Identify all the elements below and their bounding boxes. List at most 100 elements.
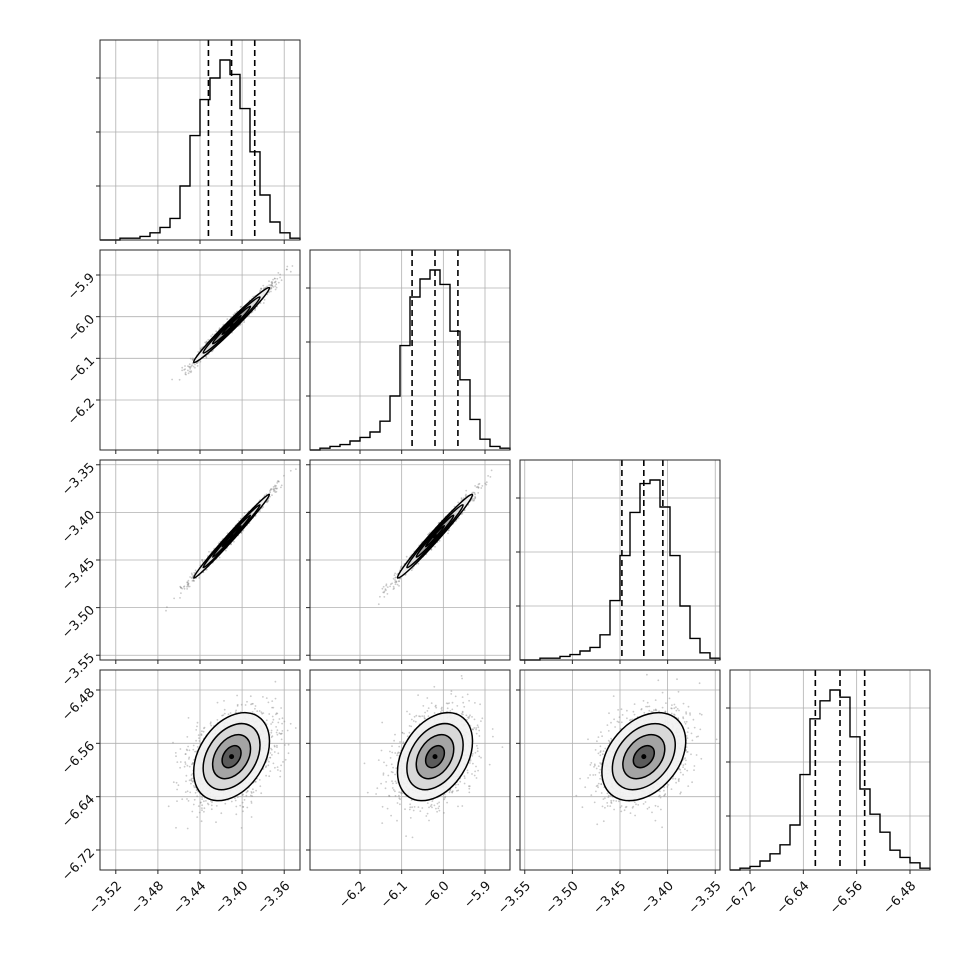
sample-point (193, 580, 195, 582)
sample-point (382, 585, 385, 588)
sample-point (188, 370, 191, 373)
sample-point (291, 265, 294, 267)
sample-point (187, 583, 190, 585)
sample-point (189, 791, 192, 794)
sample-point (210, 335, 213, 337)
sample-point (189, 368, 192, 370)
sample-point (211, 333, 214, 336)
sample-point (475, 486, 478, 489)
sample-point (274, 288, 277, 291)
panel-content (100, 670, 300, 870)
sample-point (187, 582, 190, 584)
histogram-line (310, 269, 511, 451)
sample-point (181, 369, 184, 372)
sample-point (271, 283, 273, 286)
sample-point (185, 748, 188, 751)
sample-point (226, 318, 229, 320)
sample-point (398, 585, 400, 587)
sample-point (190, 577, 193, 579)
sample-point (465, 493, 467, 496)
contour-line (202, 504, 261, 569)
sample-point (273, 489, 276, 492)
sample-point (457, 517, 460, 520)
sample-point (165, 609, 167, 612)
sample-point (187, 584, 190, 587)
sample-point (277, 272, 280, 274)
sample-point (275, 487, 278, 490)
sample-point (194, 363, 196, 366)
sample-point (269, 488, 272, 491)
sample-point (205, 341, 208, 343)
sample-point (485, 481, 488, 484)
sample-point (391, 582, 393, 585)
sample-point (473, 492, 476, 494)
sample-point (262, 506, 265, 508)
sample-point (286, 265, 289, 268)
sample-point (232, 313, 235, 316)
sample-point (193, 571, 196, 574)
sample-point (280, 279, 283, 282)
sample-point (472, 499, 474, 502)
sample-point (277, 281, 280, 284)
sample-point (269, 490, 271, 492)
sample-point (395, 580, 398, 583)
sample-point (457, 501, 460, 504)
sample-point (417, 562, 420, 565)
sample-point (194, 569, 197, 572)
sample-point (487, 475, 489, 477)
sample-point (279, 273, 282, 276)
sample-point (480, 487, 483, 489)
sample-point (275, 490, 278, 493)
sample-point (186, 588, 189, 590)
sample-point (271, 285, 274, 287)
sample-point (184, 373, 187, 375)
hist-panel-1 (96, 39, 301, 244)
sample-point (272, 278, 274, 281)
sample-point (392, 577, 395, 580)
sample-point (392, 588, 395, 590)
sample-point (189, 576, 192, 578)
sample-point (295, 468, 297, 470)
sample-point (400, 565, 403, 567)
sample-point (268, 291, 270, 294)
scatter-panel-3-1 (96, 459, 301, 664)
sample-point (183, 369, 186, 371)
sample-point (197, 351, 200, 353)
sample-point (271, 754, 273, 756)
sample-point (270, 729, 273, 732)
sample-point (179, 597, 181, 599)
sample-point (377, 603, 380, 606)
sample-point (259, 785, 262, 788)
sample-point (191, 573, 194, 576)
sample-point (400, 566, 402, 568)
sample-point (386, 586, 389, 588)
sample-point (260, 287, 263, 290)
sample-point (205, 355, 208, 358)
sample-point (260, 288, 262, 290)
sample-point (240, 531, 243, 534)
sample-point (274, 281, 277, 283)
sample-point (271, 700, 274, 702)
sample-point (180, 586, 182, 589)
sample-point (206, 568, 208, 571)
sample-point (272, 486, 275, 488)
panel-frame (729, 669, 931, 871)
sample-point (215, 330, 218, 333)
contour-line (406, 504, 464, 569)
sample-point (471, 491, 474, 494)
sample-point (166, 606, 168, 608)
sample-point (262, 302, 265, 304)
sample-point (273, 281, 276, 284)
sample-point (285, 268, 288, 271)
sample-point (188, 585, 191, 588)
sample-point (184, 371, 187, 374)
sample-point (274, 484, 276, 487)
sample-point (473, 499, 475, 502)
panel-content (310, 460, 510, 660)
sample-point (490, 469, 493, 472)
sample-point (271, 282, 274, 284)
sample-point (273, 488, 275, 491)
sample-point (394, 572, 396, 575)
sample-point (399, 567, 402, 570)
sample-point (280, 484, 283, 487)
